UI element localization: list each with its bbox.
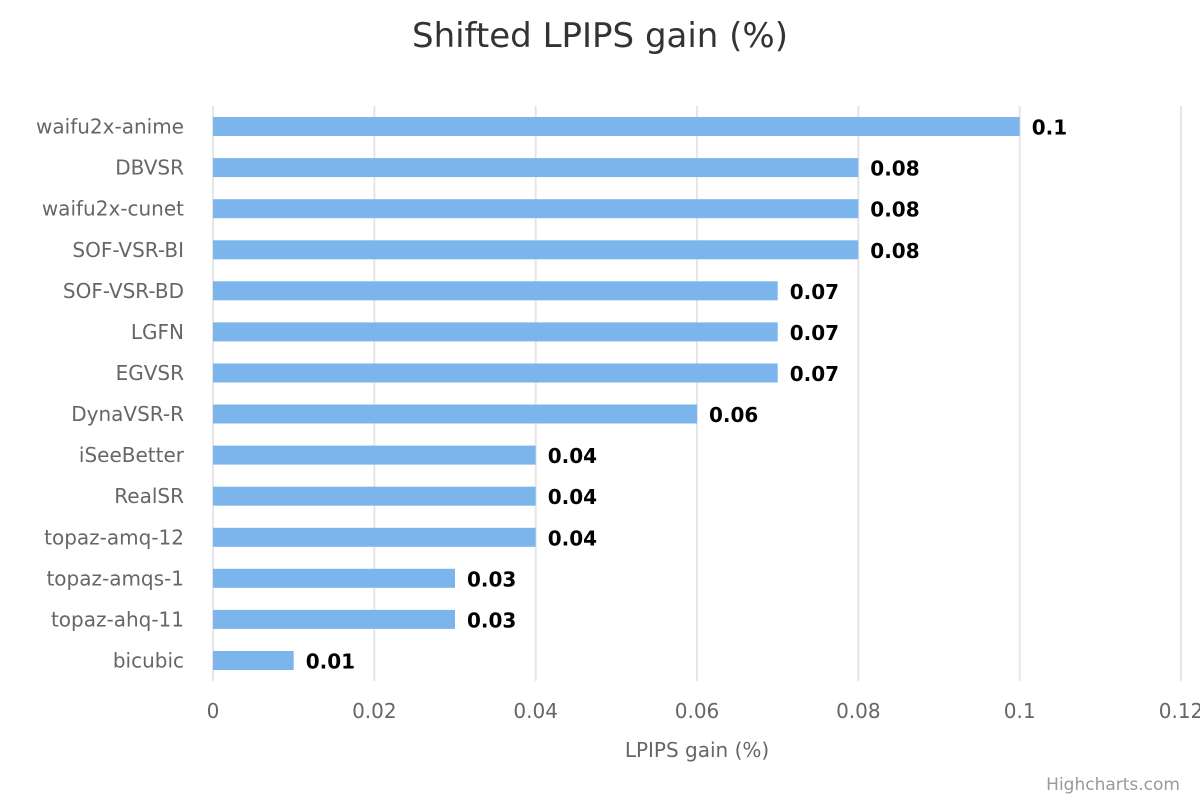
x-tick-label: 0.04 [513, 699, 558, 723]
x-axis-title: LPIPS gain (%) [625, 738, 769, 762]
bar [213, 404, 697, 424]
x-tick-label: 0.1 [1004, 699, 1036, 723]
data-label: 0.08 [870, 157, 919, 181]
category-label: SOF-VSR-BI [72, 238, 184, 262]
bar [213, 322, 778, 342]
data-label: 0.06 [709, 403, 758, 427]
bar [213, 281, 778, 301]
category-label: LGFN [131, 320, 184, 344]
bar [213, 527, 536, 547]
category-label: bicubic [113, 649, 184, 673]
data-label: 0.07 [790, 321, 839, 345]
data-label: 0.03 [467, 567, 516, 591]
category-label: SOF-VSR-BD [63, 279, 184, 303]
x-tick-labels: 0 0.02 0.04 0.06 0.08 0.1 0.12 [207, 699, 1200, 723]
category-label: DBVSR [115, 156, 184, 180]
category-label: iSeeBetter [79, 443, 185, 467]
bar [213, 445, 536, 465]
data-label: 0.01 [306, 650, 355, 674]
bar [213, 117, 1020, 136]
grid-lines [212, 106, 1182, 681]
category-label: topaz-amqs-1 [46, 566, 184, 590]
x-tick-label: 0.06 [675, 699, 720, 723]
category-label: RealSR [114, 484, 184, 508]
data-label: 0.04 [548, 485, 597, 509]
bar [213, 240, 859, 260]
data-label: 0.04 [548, 526, 597, 550]
bar [213, 651, 294, 670]
data-label: 0.1 [1032, 116, 1067, 140]
bar [213, 363, 778, 383]
category-label: waifu2x-cunet [42, 197, 184, 221]
category-labels: waifu2x-anime DBVSR waifu2x-cunet SOF-VSR-B… [36, 115, 185, 673]
data-labels: 0.1 0.08 0.08 0.08 0.07 0.07 0.07 0.06 0.04 0.04 0… [306, 116, 1067, 674]
category-label: EGVSR [116, 361, 185, 385]
bars [213, 117, 1020, 670]
data-label: 0.04 [548, 444, 597, 468]
bar [213, 158, 859, 178]
x-tick-label: 0.02 [352, 699, 397, 723]
bar [213, 568, 455, 588]
credits-link[interactable]: Highcharts.com [1046, 775, 1180, 795]
x-tick-label: 0.08 [836, 699, 881, 723]
category-label: topaz-ahq-11 [51, 607, 184, 631]
data-label: 0.08 [870, 198, 919, 222]
chart-title: Shifted LPIPS gain (%) [412, 16, 788, 56]
bar [213, 199, 859, 219]
category-label: DynaVSR-R [71, 402, 184, 426]
bar [213, 486, 536, 506]
category-label: topaz-amq-12 [44, 525, 184, 549]
category-label: waifu2x-anime [36, 115, 184, 139]
data-label: 0.07 [790, 362, 839, 386]
bar [213, 609, 455, 629]
data-label: 0.07 [790, 280, 839, 304]
data-label: 0.08 [870, 239, 919, 263]
x-tick-label: 0 [207, 699, 220, 723]
data-label: 0.03 [467, 608, 516, 632]
x-tick-label: 0.12 [1159, 699, 1200, 723]
